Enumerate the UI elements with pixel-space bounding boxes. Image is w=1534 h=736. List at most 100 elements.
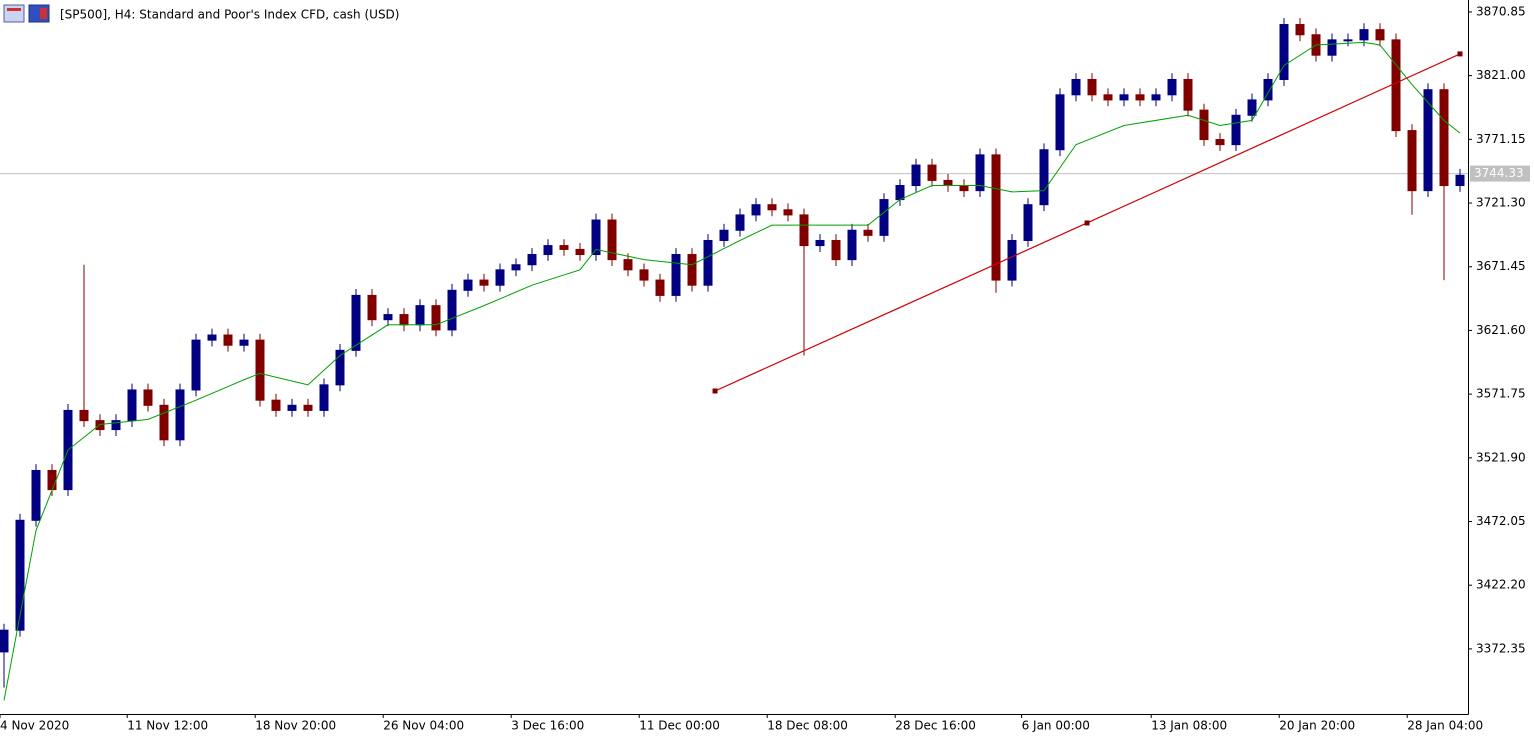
y-tick-label: 3870.85 [1476,4,1526,18]
candle-body [959,185,969,192]
candle-body [975,154,985,192]
x-tick-label: 11 Dec 00:00 [639,719,720,733]
candle-body [831,239,841,261]
candle-body [591,219,601,256]
candle-body [863,229,873,236]
y-tick-label: 3671.45 [1476,259,1526,273]
x-tick-label: 26 Nov 04:00 [383,719,464,733]
candle-body [575,248,585,256]
candle-body [1119,94,1129,101]
candle-body [303,404,313,411]
candle-body [399,314,409,326]
candle-body [655,279,665,296]
candle-body [1343,39,1353,42]
candle-body [1023,204,1033,241]
candle-body [1231,114,1241,146]
candle-body [799,214,809,247]
candle-body [0,629,9,653]
candle-body [943,179,953,187]
candle-body [847,229,857,261]
x-tick-label: 3 Dec 16:00 [511,719,584,733]
candle-body [927,164,937,181]
candle-body [479,279,489,286]
candle-body [911,164,921,187]
candle-body [1391,39,1401,132]
y-tick-label: 3472.05 [1476,514,1526,528]
candle-body [15,519,25,631]
y-tick-label: 3422.20 [1476,578,1526,592]
candle-body [1087,78,1097,96]
candle-body [991,154,1001,281]
x-tick-label: 13 Jan 08:00 [1151,719,1227,733]
x-tick-label: 6 Jan 00:00 [1022,719,1090,733]
last-price-label: 3744.33 [1474,166,1524,180]
candle-body [1359,29,1369,41]
candle-body [191,339,201,391]
candle-body [559,245,569,250]
candle-body [1327,39,1337,56]
candle-body [383,314,393,321]
x-tick-label: 18 Nov 20:00 [255,719,336,733]
candle-body [351,294,361,351]
candle-body [607,219,617,261]
x-tick-label: 4 Nov 2020 [0,719,69,733]
x-tick-label: 11 Nov 12:00 [127,719,208,733]
candle-body [1215,139,1225,146]
y-tick-label: 3721.30 [1476,196,1526,210]
candle-body [1439,89,1449,187]
x-tick-label: 28 Jan 04:00 [1407,719,1483,733]
candle-body [1407,130,1417,192]
x-tick-label: 28 Dec 16:00 [895,719,976,733]
y-tick-label: 3621.60 [1476,323,1526,337]
candle-body [271,399,281,411]
candle-body [287,404,297,411]
y-tick-label: 3372.35 [1476,641,1526,655]
candle-body [1055,94,1065,151]
last-price-box [1470,165,1530,182]
candle-body [815,239,825,247]
candle-body [207,334,217,341]
candle-body [1167,78,1177,96]
candle-body [335,349,345,386]
candle-body [1279,24,1289,80]
chart-icons [3,4,50,23]
candle-body [527,254,537,266]
candle-body [1455,174,1465,187]
candle-body [143,389,153,406]
candle-body [239,339,249,346]
trend-handle [1084,220,1090,226]
y-tick-label: 3821.00 [1476,68,1526,82]
candle-body [879,199,889,236]
y-tick-label: 3521.90 [1476,450,1526,464]
candle-body [223,334,233,346]
icon [40,8,47,19]
candle-body [1375,29,1385,41]
candle-body [175,389,185,441]
candle-body [719,229,729,241]
candle-body [255,339,265,401]
candle-body [1183,78,1193,111]
candle-body [127,389,137,422]
candle-body [1247,99,1257,116]
candle-body [1199,109,1209,141]
candle-body [1007,239,1017,281]
candle-body [31,469,41,521]
candle-body [495,269,505,286]
candle-body [1151,94,1161,101]
chart-title: [SP500], H4: Standard and Poor's Index C… [60,8,399,22]
candle-body [751,204,761,216]
candle-body [447,289,457,331]
candle-body [687,254,697,286]
candle-body [895,185,905,201]
candle-body [319,384,329,411]
candle-body [1071,78,1081,96]
candle-body [623,259,633,271]
candle-body [367,294,377,321]
moving-average [3,41,1461,701]
candle-body [47,469,57,491]
icon [7,8,21,11]
x-tick-label: 20 Jan 20:00 [1279,719,1355,733]
candle-body [735,214,745,231]
candle-body [1295,24,1305,36]
